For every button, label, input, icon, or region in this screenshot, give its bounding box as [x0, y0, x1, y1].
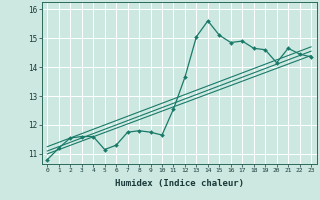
- X-axis label: Humidex (Indice chaleur): Humidex (Indice chaleur): [115, 179, 244, 188]
